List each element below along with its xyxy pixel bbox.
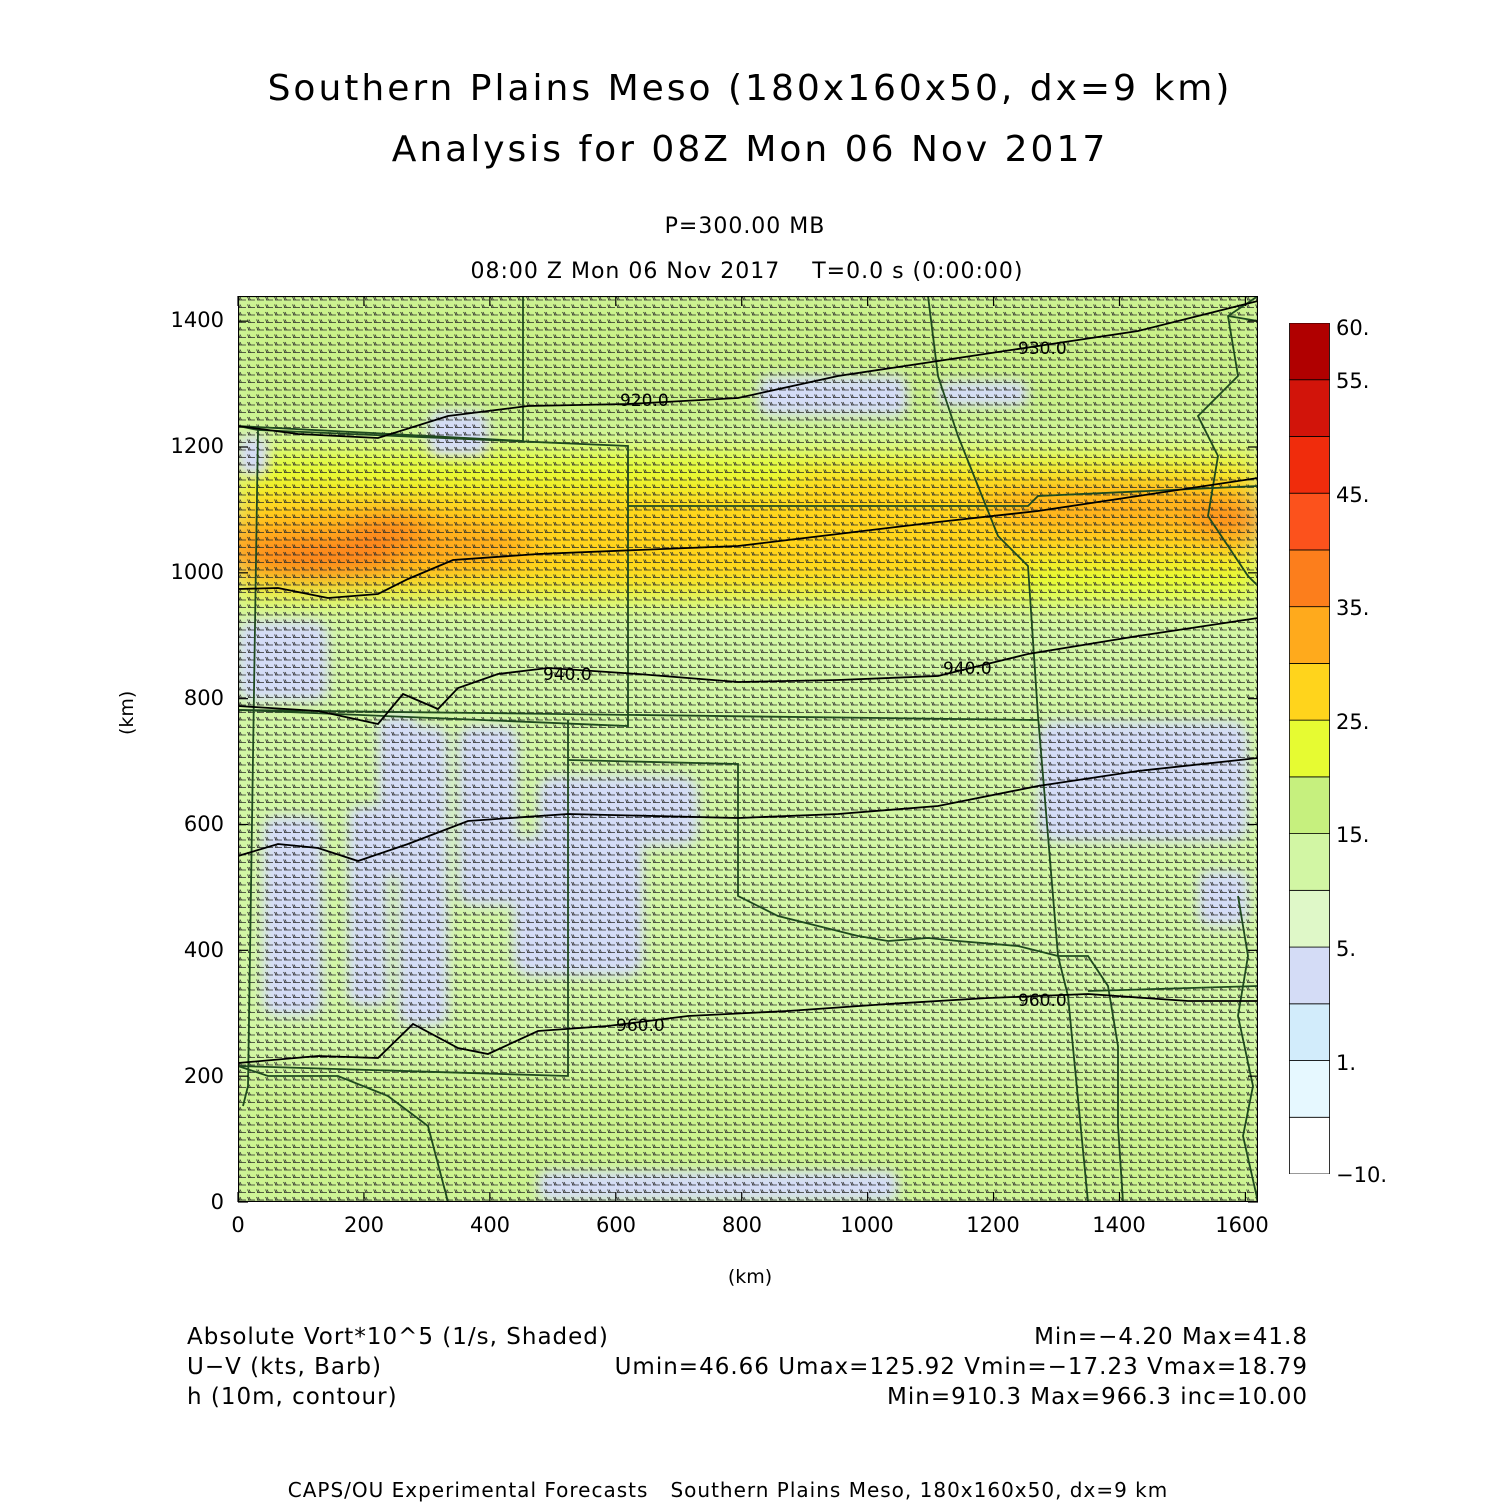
colorbar-swatch bbox=[1289, 719, 1330, 778]
colorbar-label: 25. bbox=[1336, 710, 1370, 734]
x-tick-label: 600 bbox=[595, 1213, 637, 1237]
shaded-field: 930.0 920.0 940.0 940.0 960.0 960.0 bbox=[238, 296, 1258, 1202]
y-tick-label: 200 bbox=[183, 1064, 224, 1088]
y-tick-label: 1200 bbox=[170, 434, 224, 458]
y-tick-label: 400 bbox=[183, 938, 224, 962]
contour-label-940-west: 940.0 bbox=[543, 665, 592, 685]
colorbar-swatch bbox=[1289, 492, 1330, 551]
y-tick-label: 1000 bbox=[170, 560, 224, 584]
colorbar-swatch bbox=[1289, 379, 1330, 437]
colorbar-swatch bbox=[1289, 833, 1330, 891]
title-line-2: Analysis for 08Z Mon 06 Nov 2017 bbox=[391, 129, 1109, 170]
y-tick-label: 0 bbox=[210, 1190, 224, 1214]
contour-label-960-west: 960.0 bbox=[616, 1016, 665, 1036]
colorbar-label: 15. bbox=[1336, 823, 1370, 847]
pressure-level: P=300.00 MB bbox=[664, 214, 826, 239]
colorbar bbox=[1289, 323, 1330, 1174]
x-tick-label: 1600 bbox=[1215, 1213, 1269, 1237]
map-frame bbox=[238, 296, 1258, 1202]
colorbar-swatch bbox=[1289, 606, 1330, 664]
colorbar-swatch bbox=[1289, 776, 1330, 835]
colorbar-label: 1. bbox=[1336, 1051, 1357, 1075]
field2-name: U−V (kts, Barb) bbox=[187, 1354, 382, 1380]
field1-name: Absolute Vort*10^5 (1/s, Shaded) bbox=[187, 1324, 609, 1350]
x-tick-label: 1000 bbox=[840, 1213, 894, 1237]
y-tick-label: 600 bbox=[183, 812, 224, 836]
x-tick-label: 1200 bbox=[966, 1213, 1020, 1237]
y-tick-label: 1400 bbox=[170, 308, 224, 332]
field3-stats: Min=910.3 Max=966.3 inc=10.00 bbox=[887, 1384, 1308, 1410]
title-line-1: Southern Plains Meso (180x160x50, dx=9 k… bbox=[267, 68, 1233, 109]
credit-line: CAPS/OU Experimental Forecasts Southern … bbox=[287, 1478, 1169, 1502]
vorticity-map: 930.0 920.0 940.0 940.0 960.0 960.0 bbox=[238, 296, 1258, 1202]
contour-labels: 930.0 920.0 940.0 940.0 960.0 960.0 bbox=[543, 339, 1067, 1036]
colorbar-label: 5. bbox=[1336, 937, 1357, 961]
colorbar-swatch bbox=[1289, 1003, 1330, 1061]
height-contours bbox=[238, 300, 1258, 1064]
colorbar-swatch bbox=[1289, 1116, 1330, 1174]
field2-stats: Umin=46.66 Umax=125.92 Vmin=−17.23 Vmax=… bbox=[614, 1354, 1308, 1380]
contour-label-920: 920.0 bbox=[620, 391, 669, 411]
colorbar-label: 60. bbox=[1336, 316, 1370, 340]
field1-stats: Min=−4.20 Max=41.8 bbox=[1034, 1324, 1308, 1350]
x-axis-label: (km) bbox=[727, 1266, 773, 1288]
colorbar-swatch bbox=[1289, 662, 1330, 721]
colorbar-swatch bbox=[1289, 946, 1330, 1005]
x-tick-label: 400 bbox=[469, 1213, 511, 1237]
colorbar-label: −10. bbox=[1336, 1163, 1387, 1187]
valid-time: 08:00 Z Mon 06 Nov 2017 T=0.0 s (0:00:00… bbox=[470, 259, 1024, 284]
x-tick-label: 1400 bbox=[1092, 1213, 1146, 1237]
x-tick-label: 0 bbox=[231, 1213, 245, 1237]
x-tick-label: 200 bbox=[343, 1213, 385, 1237]
x-tick-label: 800 bbox=[721, 1213, 763, 1237]
colorbar-swatch bbox=[1289, 549, 1330, 608]
y-axis-label: (km) bbox=[116, 690, 138, 735]
colorbar-swatch bbox=[1289, 889, 1330, 948]
colorbar-swatch bbox=[1289, 1060, 1330, 1118]
contour-label-960-east: 960.0 bbox=[1018, 991, 1067, 1011]
colorbar-swatch bbox=[1289, 323, 1330, 381]
colorbar-label: 55. bbox=[1336, 369, 1370, 393]
colorbar-label: 35. bbox=[1336, 596, 1370, 620]
contour-label-940-east: 940.0 bbox=[943, 659, 992, 679]
colorbar-swatch bbox=[1289, 436, 1330, 494]
colorbar-label: 45. bbox=[1336, 483, 1370, 507]
field3-name: h (10m, contour) bbox=[187, 1384, 398, 1410]
contour-label-930: 930.0 bbox=[1018, 339, 1067, 359]
y-tick-label: 800 bbox=[183, 686, 224, 710]
